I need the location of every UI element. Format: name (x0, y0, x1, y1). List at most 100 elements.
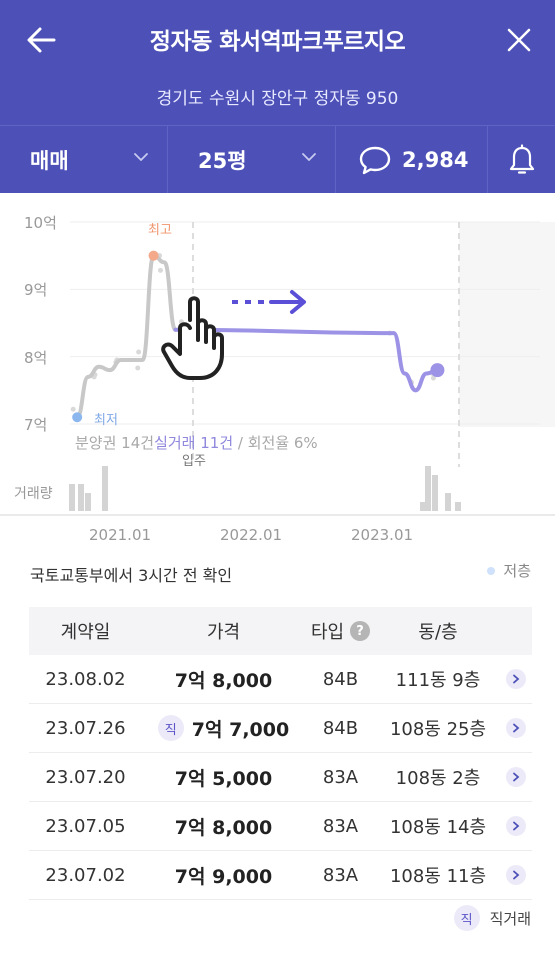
row-detail-button[interactable] (506, 669, 526, 689)
y-tick-label: 9억 (24, 281, 48, 300)
future-shaded-region (459, 222, 555, 427)
chevron-right-icon (513, 723, 520, 733)
chevron-right-icon (513, 821, 520, 831)
row-type: 83A (322, 864, 359, 886)
comments-button[interactable]: 2,984 (336, 126, 488, 193)
price-line-past (75, 253, 178, 420)
chevron-down-icon (302, 153, 316, 162)
row-date: 23.07.02 (45, 864, 126, 886)
y-tick-label: 10억 (24, 214, 57, 232)
size-dropdown[interactable]: 25평 (168, 126, 336, 193)
row-type: 83A (322, 815, 359, 837)
close-icon (507, 28, 531, 52)
chat-bubble-icon (359, 146, 391, 174)
row-type: 83A (322, 766, 359, 788)
y-tick-label: 7억 (24, 416, 48, 434)
volume-bar (85, 493, 91, 511)
row-detail-button[interactable] (506, 865, 526, 885)
row-price: 7억 8,000 (174, 669, 273, 692)
row-unit: 108동 25층 (389, 719, 487, 740)
chart-stats-text: 분양권 14건실거래 11건 / 회전율 6% (75, 434, 318, 452)
volume-bar (432, 475, 438, 511)
low-floor-dot-icon (487, 566, 496, 575)
table-row[interactable]: 23.07.05 7억 8,000 83A 108동 14층 (29, 802, 532, 851)
move-in-label: 입주 (182, 454, 206, 469)
volume-bar (445, 493, 451, 511)
table-rows: 23.08.02 7억 8,000 84B 111동 9층 23.07.26 직 7억 7,… (29, 655, 532, 900)
table-row[interactable]: 23.07.26 직 7억 7,000 84B 108동 25층 (29, 704, 532, 753)
address-text: 경기도 수원시 장안구 정자동 950 (156, 89, 399, 109)
size-label: 25평 (198, 148, 247, 173)
close-button[interactable] (503, 24, 535, 56)
row-date: 23.08.02 (45, 668, 126, 690)
trade-type-dropdown[interactable]: 매매 (0, 126, 168, 193)
volume-bar (425, 466, 431, 511)
x-tick-label: 2022.01 (220, 526, 283, 544)
row-detail-button[interactable] (506, 816, 526, 836)
x-tick-label: 2021.01 (89, 526, 152, 544)
row-price: 7억 7,000 (191, 718, 290, 741)
transaction-table: 계약일 가격 타입 ? 동/층 23.08.02 7억 8,000 84B 111동 … (29, 607, 532, 900)
notification-button[interactable] (488, 126, 555, 193)
row-price-cell: 직 7억 7,000 (142, 715, 305, 742)
direct-trade-legend-label: 직거래 (489, 909, 531, 928)
row-unit: 108동 14층 (389, 817, 487, 838)
volume-bars (69, 466, 461, 511)
table-header: 계약일 가격 타입 ? 동/층 (29, 607, 532, 655)
row-date: 23.07.26 (45, 717, 126, 739)
table-row[interactable]: 23.08.02 7억 8,000 84B 111동 9층 (29, 655, 532, 704)
table-row[interactable]: 23.07.02 7억 9,000 83A 108동 11층 (29, 851, 532, 900)
latest-price-marker (430, 363, 445, 378)
row-price-cell: 7억 8,000 (142, 666, 305, 693)
price-chart-svg: 최고 최저 분양권 14건실거래 11건 / 회전율 6% 입주 거래량 (0, 221, 555, 516)
scatter-point (70, 406, 76, 412)
header-price: 가격 (206, 622, 241, 643)
row-price-cell: 7억 8,000 (142, 813, 305, 840)
volume-bar (420, 502, 426, 511)
header-unit: 동/층 (418, 622, 458, 643)
direct-trade-legend: 직 직거래 (453, 905, 531, 931)
max-price-marker (148, 250, 159, 261)
scatter-point (135, 365, 141, 371)
swipe-right-arrow-icon (232, 290, 306, 314)
trade-type-label: 매매 (30, 148, 69, 173)
row-unit: 111동 9층 (395, 670, 481, 691)
back-button[interactable] (24, 24, 60, 56)
volume-bar (78, 484, 84, 511)
help-icon[interactable]: ? (350, 621, 371, 641)
row-unit: 108동 11층 (389, 866, 487, 887)
scatter-point (430, 375, 436, 381)
data-source-text: 국토교통부에서 3시간 전 확인 (30, 566, 233, 585)
header-type: 타입 ? (305, 618, 376, 644)
app-header: 정자동 화서역파크푸르지오 경기도 수원시 장안구 정자동 950 (0, 0, 555, 125)
row-date: 23.07.20 (45, 766, 126, 788)
volume-bar (455, 502, 461, 511)
row-detail-button[interactable] (506, 767, 526, 787)
chevron-right-icon (513, 870, 520, 880)
row-price: 7억 8,000 (174, 816, 273, 839)
page-title: 정자동 화서역파크푸르지오 (149, 29, 406, 55)
bell-icon (509, 143, 534, 174)
row-type: 84B (322, 717, 359, 739)
back-arrow-icon (27, 27, 56, 53)
x-tick-label: 2023.01 (351, 526, 414, 544)
row-unit: 108동 2층 (395, 768, 481, 789)
table-row[interactable]: 23.07.20 7억 5,000 83A 108동 2층 (29, 753, 532, 802)
header-date: 계약일 (60, 622, 111, 643)
chevron-right-icon (513, 674, 520, 684)
price-line-recent (173, 327, 440, 393)
direct-trade-badge: 직 (157, 715, 184, 741)
chevron-right-icon (513, 772, 520, 782)
max-label: 최고 (148, 223, 172, 238)
row-detail-button[interactable] (506, 718, 526, 738)
row-type: 84B (322, 668, 359, 690)
min-price-marker (72, 412, 83, 423)
price-chart[interactable]: 최고 최저 분양권 14건실거래 11건 / 회전율 6% 입주 거래량 10억… (0, 192, 555, 517)
chevron-down-icon (134, 153, 148, 162)
header-type-label: 타입 (310, 622, 345, 643)
scatter-point (136, 349, 142, 355)
scatter-point (158, 267, 163, 273)
filter-bar: 매매 25평 2,984 (0, 125, 555, 193)
volume-bar (69, 484, 75, 511)
hand-pointer-icon (161, 296, 224, 380)
